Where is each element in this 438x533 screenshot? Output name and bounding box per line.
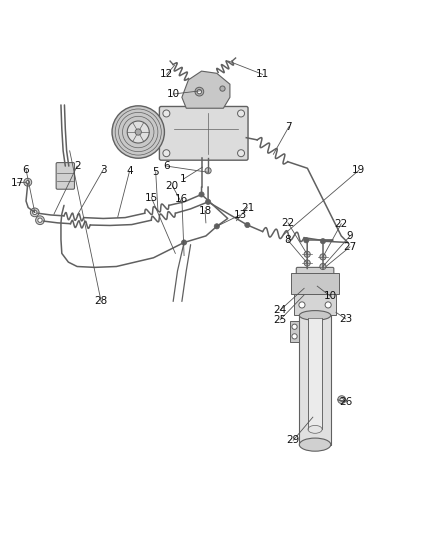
Circle shape [135, 129, 141, 135]
Bar [308, 318, 322, 430]
Circle shape [163, 150, 170, 157]
Circle shape [199, 192, 204, 197]
Circle shape [205, 167, 211, 174]
Bar [299, 316, 331, 445]
Circle shape [181, 240, 187, 245]
Text: 24: 24 [273, 305, 287, 315]
Text: 18: 18 [198, 206, 212, 216]
Circle shape [220, 86, 225, 91]
Bar [291, 272, 339, 294]
FancyBboxPatch shape [159, 107, 248, 160]
Text: 9: 9 [346, 231, 353, 241]
Circle shape [320, 239, 325, 244]
Circle shape [127, 121, 149, 143]
Text: 2: 2 [74, 161, 81, 171]
Circle shape [292, 324, 297, 329]
Circle shape [338, 395, 346, 403]
Text: 5: 5 [152, 167, 159, 177]
Bar [290, 321, 299, 342]
Text: 19: 19 [352, 165, 365, 175]
Circle shape [320, 263, 326, 270]
Text: 10: 10 [166, 89, 180, 99]
Circle shape [197, 90, 201, 94]
Text: 8: 8 [285, 235, 291, 245]
FancyBboxPatch shape [296, 268, 334, 294]
Circle shape [30, 208, 39, 217]
Bar [294, 294, 336, 316]
Circle shape [325, 302, 331, 308]
Circle shape [38, 218, 42, 222]
Text: 6: 6 [23, 165, 29, 175]
Circle shape [237, 110, 244, 117]
Circle shape [24, 179, 32, 186]
FancyBboxPatch shape [56, 163, 74, 189]
Text: 16: 16 [175, 194, 188, 204]
Text: 6: 6 [163, 161, 170, 171]
Polygon shape [182, 71, 230, 108]
Text: 11: 11 [256, 69, 269, 79]
Text: 13: 13 [233, 210, 247, 220]
Text: 26: 26 [339, 397, 352, 407]
Text: 17: 17 [11, 177, 24, 188]
Text: 1: 1 [180, 174, 187, 184]
Circle shape [245, 222, 250, 228]
Ellipse shape [299, 438, 331, 451]
Circle shape [35, 216, 44, 224]
Text: 4: 4 [126, 166, 133, 176]
Text: 28: 28 [95, 296, 108, 306]
Circle shape [112, 106, 164, 158]
Circle shape [304, 238, 309, 243]
Text: 15: 15 [145, 192, 158, 203]
Circle shape [163, 110, 170, 117]
Circle shape [318, 276, 327, 285]
Ellipse shape [299, 311, 331, 320]
Circle shape [32, 210, 37, 215]
Text: 22: 22 [281, 218, 295, 228]
Text: 3: 3 [100, 165, 106, 175]
Circle shape [304, 260, 310, 266]
Circle shape [195, 87, 204, 96]
Circle shape [303, 276, 311, 285]
Text: 22: 22 [335, 219, 348, 229]
Text: 27: 27 [343, 242, 357, 252]
Circle shape [214, 224, 219, 229]
Text: 20: 20 [166, 181, 179, 191]
Text: 23: 23 [339, 314, 352, 324]
Circle shape [320, 254, 326, 260]
Circle shape [299, 302, 305, 308]
Text: 7: 7 [286, 122, 292, 132]
Circle shape [321, 279, 325, 283]
Ellipse shape [308, 425, 322, 433]
Circle shape [237, 150, 244, 157]
Text: 29: 29 [286, 435, 300, 445]
Circle shape [340, 398, 343, 401]
Circle shape [26, 181, 29, 184]
Circle shape [304, 251, 310, 257]
Text: 12: 12 [160, 69, 173, 79]
Text: 21: 21 [241, 203, 254, 213]
Text: 10: 10 [324, 291, 337, 301]
Circle shape [205, 199, 211, 205]
Text: 25: 25 [273, 315, 287, 325]
Circle shape [305, 279, 309, 283]
Circle shape [292, 334, 297, 339]
